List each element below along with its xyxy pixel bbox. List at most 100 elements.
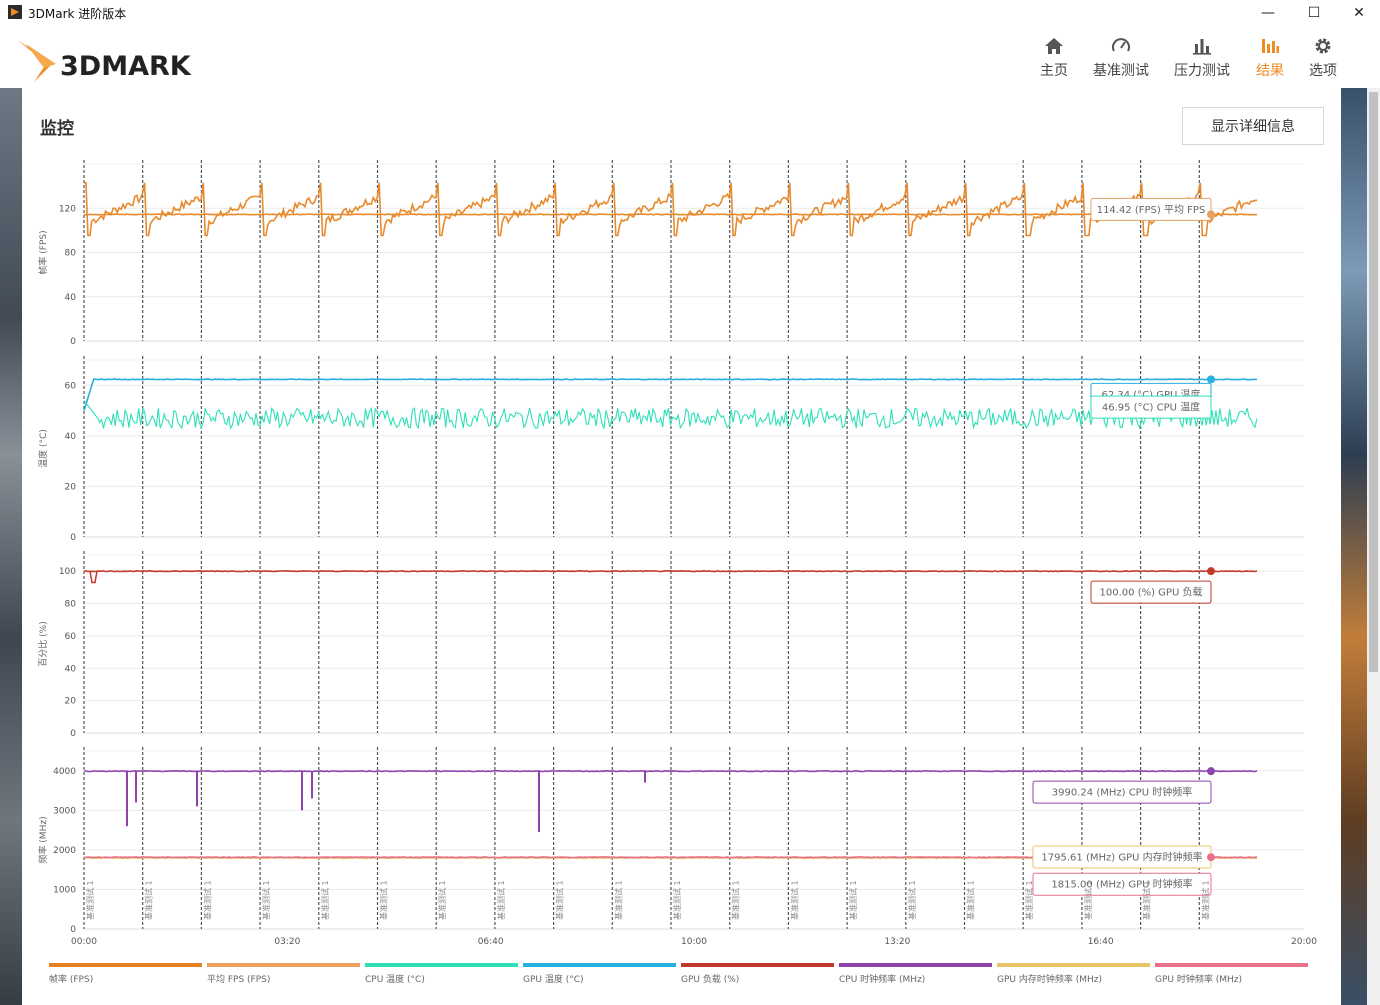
scrollbar-thumb[interactable] <box>1369 92 1378 672</box>
nav-options-label: 选项 <box>1309 63 1337 79</box>
value-callout-label: 46.95 (°C) CPU 温度 <box>1102 401 1200 414</box>
value-callout <box>1032 780 1212 804</box>
monitor-panel: 监控 显示详细信息 0 40 80 120 帧率 (FPS) 114.42 (FPS) 平… <box>22 88 1341 1005</box>
nav-options[interactable]: 选项 <box>1305 36 1341 80</box>
benchmark-marker-label: 基准测试 1 <box>613 880 623 920</box>
value-callout <box>1090 580 1212 604</box>
legend-label: GPU 时钟频率 (MHz) <box>1155 973 1242 985</box>
benchmark-marker-label: 基准测试 1 <box>848 880 858 920</box>
title-bar: 3DMark 进阶版本 — ☐ ✕ <box>0 0 1380 26</box>
legend-swatch <box>49 963 202 967</box>
nav-benchmark[interactable]: 基准测试 <box>1090 36 1152 80</box>
legend-label: CPU 温度 (°C) <box>365 973 425 985</box>
benchmark-marker-label: 基准测试 1 <box>1142 880 1152 920</box>
logo-icon: 3DMARK <box>18 40 192 82</box>
nav-home-label: 主页 <box>1040 63 1068 79</box>
nav-stress-test-label: 压力测试 <box>1174 63 1230 79</box>
benchmark-marker-label: 基准测试 1 <box>672 880 682 920</box>
x-tick-label: 16:40 <box>1088 937 1114 947</box>
value-callout <box>1032 872 1212 896</box>
y-tick-label: 1000 <box>53 885 76 895</box>
legend-label: GPU 内存时钟频率 (MHz) <box>997 973 1102 985</box>
benchmark-marker-label: 基准测试 1 <box>320 880 330 920</box>
y-tick-label: 0 <box>70 533 76 543</box>
benchmark-marker-label: 基准测试 1 <box>907 880 917 920</box>
nav-home[interactable]: 主页 <box>1034 36 1074 80</box>
y-axis-label: 帧率 (FPS) <box>37 230 49 274</box>
legend-swatch <box>523 963 676 967</box>
legend-swatch <box>365 963 518 967</box>
series-line <box>84 769 1258 773</box>
value-callout-label: 100.00 (%) GPU 负载 <box>1100 586 1203 599</box>
value-callout-label: 114.42 (FPS) 平均 FPS <box>1097 204 1206 216</box>
y-tick-label: 40 <box>65 432 77 442</box>
legend-label: 帧率 (FPS) <box>49 973 93 985</box>
close-button[interactable]: ✕ <box>1353 5 1365 21</box>
nav-benchmark-label: 基准测试 <box>1093 63 1149 79</box>
value-callout-label: 1815.00 (MHz) GPU 时钟频率 <box>1051 878 1192 891</box>
y-tick-label: 60 <box>65 381 77 391</box>
maximize-button[interactable]: ☐ <box>1307 5 1321 21</box>
y-tick-label: 40 <box>65 293 77 303</box>
legend-swatch <box>839 963 992 967</box>
logo: 3DMARK <box>16 34 226 84</box>
legend-label: CPU 时钟频率 (MHz) <box>839 973 925 985</box>
value-callout-label: 1795.61 (MHz) GPU 内存时钟频率 <box>1041 850 1202 863</box>
benchmark-marker-label: 基准测试 1 <box>789 880 799 920</box>
x-tick-label: 06:40 <box>478 937 504 947</box>
series-end-dot <box>1207 210 1215 219</box>
benchmark-marker-label: 基准测试 1 <box>731 880 741 920</box>
x-tick-label: 13:20 <box>884 937 910 947</box>
benchmark-marker-label: 基准测试 1 <box>144 880 154 920</box>
show-details-button[interactable]: 显示详细信息 <box>1182 107 1324 145</box>
y-tick-label: 120 <box>59 204 76 214</box>
y-tick-label: 20 <box>65 697 77 707</box>
benchmark-marker-label: 基准测试 1 <box>1200 880 1210 920</box>
scrollbar[interactable] <box>1367 88 1380 1005</box>
y-axis-label: 百分比 (%) <box>37 621 49 666</box>
series-end-dot <box>1207 767 1215 776</box>
value-callout-label: 3990.24 (MHz) CPU 时钟频率 <box>1052 786 1192 799</box>
value-callout <box>1090 197 1212 221</box>
y-tick-label: 4000 <box>53 767 76 777</box>
legend-label: 平均 FPS (FPS) <box>207 973 270 985</box>
results-icon <box>1262 39 1279 53</box>
y-tick-label: 60 <box>65 632 77 642</box>
value-callout <box>1090 395 1212 419</box>
legend-swatch <box>997 963 1150 967</box>
y-tick-label: 2000 <box>53 846 76 856</box>
gpu-load-dip <box>89 571 98 584</box>
legend-label: GPU 负载 (%) <box>681 973 739 985</box>
series-end-dot <box>1207 375 1215 384</box>
x-tick-label: 20:00 <box>1291 937 1317 947</box>
section-title: 监控 <box>40 119 74 139</box>
monitor-chart: 0 40 80 120 帧率 (FPS) 114.42 (FPS) 平均 FPS 0 20 40… <box>37 160 1317 985</box>
benchmark-marker-label: 基准测试 1 <box>261 880 271 920</box>
y-tick-label: 0 <box>70 729 76 739</box>
benchmark-marker-label: 基准测试 1 <box>1083 880 1093 920</box>
minimize-button[interactable]: — <box>1261 5 1275 21</box>
benchmark-marker-label: 基准测试 1 <box>496 880 506 920</box>
benchmark-marker-label: 基准测试 1 <box>202 880 212 920</box>
benchmark-marker-label: 基准测试 1 <box>437 880 447 920</box>
app-header: 3DMARK 主页 基准测试 压力测试 结果 <box>0 26 1380 88</box>
series-line <box>84 213 1258 216</box>
benchmark-marker-label: 基准测试 1 <box>555 880 565 920</box>
app-icon <box>8 5 22 19</box>
nav-stress-test[interactable]: 压力测试 <box>1171 36 1233 80</box>
series-line <box>83 378 1258 411</box>
legend-swatch <box>681 963 834 967</box>
y-tick-label: 0 <box>70 925 76 935</box>
benchmark-marker-label: 基准测试 1 <box>85 880 95 920</box>
bar-chart-icon <box>1193 39 1211 55</box>
nav-results[interactable]: 结果 <box>1252 36 1288 80</box>
y-tick-label: 40 <box>65 664 77 674</box>
legend-label: GPU 温度 (°C) <box>523 973 584 985</box>
benchmark-marker-label: 基准测试 1 <box>966 880 976 920</box>
y-axis-label: 频率 (MHz) <box>37 816 49 863</box>
series-end-dot <box>1207 853 1215 862</box>
y-tick-label: 20 <box>65 482 77 492</box>
y-tick-label: 0 <box>70 337 76 347</box>
nav-results-label: 结果 <box>1256 63 1284 79</box>
y-tick-label: 3000 <box>53 806 76 816</box>
